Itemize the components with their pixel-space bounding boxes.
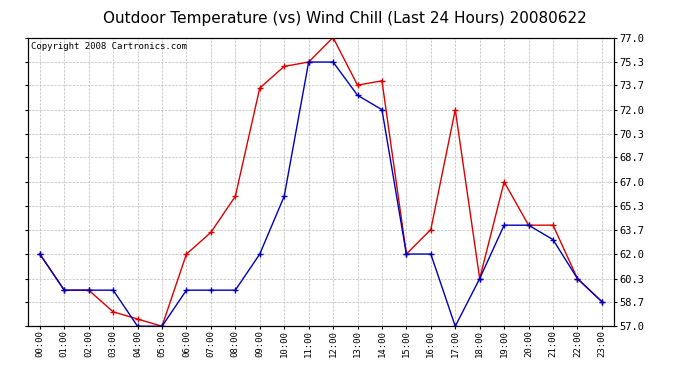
Text: Outdoor Temperature (vs) Wind Chill (Last 24 Hours) 20080622: Outdoor Temperature (vs) Wind Chill (Las… bbox=[103, 11, 587, 26]
Text: Copyright 2008 Cartronics.com: Copyright 2008 Cartronics.com bbox=[30, 42, 186, 51]
